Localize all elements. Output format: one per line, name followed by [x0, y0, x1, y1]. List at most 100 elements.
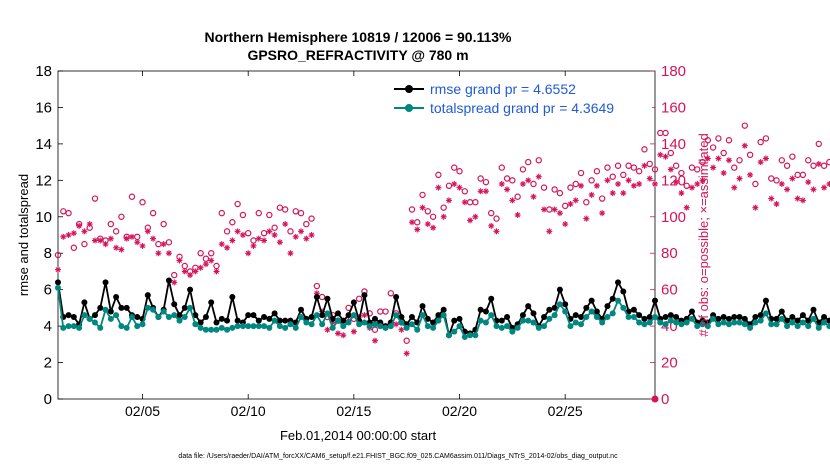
rmse-point — [720, 314, 727, 320]
asterisk-stroke — [826, 182, 830, 187]
obs-possible-point — [826, 158, 830, 166]
obs-assimilated-point — [435, 184, 442, 191]
asterisk-stroke — [187, 272, 193, 278]
totalspread-point — [472, 332, 479, 339]
obs-assimilated-point — [657, 151, 664, 158]
obs-possible-point — [456, 168, 463, 175]
obs-possible-point — [820, 162, 828, 169]
rmse-point — [673, 314, 680, 320]
obs-possible-point — [778, 157, 785, 164]
totalspread-point — [445, 332, 452, 339]
asterisk-stroke — [599, 210, 605, 216]
asterisk-stroke — [678, 190, 684, 196]
rmse-point — [641, 315, 648, 322]
obs-possible-point — [112, 228, 120, 235]
totalspread-point — [234, 323, 241, 330]
totalspread-point — [255, 323, 262, 330]
asterisk-stroke — [710, 165, 716, 171]
totalspread-point — [747, 324, 754, 331]
asterisk-stroke — [393, 321, 399, 327]
asterisk-stroke — [779, 181, 785, 187]
rmse-point — [773, 315, 780, 322]
obs-assimilated-point — [70, 230, 77, 237]
totalspread-point — [504, 323, 511, 330]
rmse-point — [588, 297, 595, 304]
totalspread-point — [593, 314, 600, 320]
data-file-footnote: data file: /Users/raeder/DAI/ATM_forcXX/… — [178, 453, 618, 460]
rmse-point — [324, 295, 331, 302]
asterisk-stroke — [435, 185, 441, 191]
obs-assimilated-point — [271, 232, 278, 238]
totalspread-point — [821, 319, 828, 326]
obs-assimilated-point — [641, 162, 648, 169]
asterisk-stroke — [673, 179, 679, 185]
totalspread-point — [599, 319, 606, 326]
totalspread-point — [704, 323, 711, 330]
rmse-point — [488, 295, 495, 302]
asterisk-stroke — [789, 176, 795, 182]
obs-assimilated-point — [535, 173, 542, 180]
rmse-point — [81, 299, 88, 306]
obs-assimilated-point — [282, 221, 289, 228]
asterisk-stroke — [134, 239, 140, 245]
obs-possible-point — [704, 137, 712, 144]
asterisk-stroke — [430, 225, 436, 231]
asterisk-stroke — [742, 143, 748, 149]
obs-assimilated-point — [144, 228, 151, 235]
obs-assimilated-point — [725, 157, 732, 164]
totalspread-point — [261, 323, 268, 330]
totalspread-point — [134, 323, 141, 330]
rmse-point — [667, 312, 674, 319]
totalspread-point — [641, 321, 648, 328]
totalspread-point — [70, 323, 77, 330]
rmse-point — [688, 308, 695, 315]
totalspread-point — [382, 324, 389, 331]
obs-possible-point — [271, 224, 278, 231]
asterisk-stroke — [641, 163, 647, 169]
totalspread-point — [91, 319, 98, 326]
obs-assimilated-point — [477, 188, 484, 195]
obs-assimilated-point — [81, 228, 88, 235]
obs-possible-point — [451, 164, 458, 171]
obs-possible-point — [160, 220, 167, 228]
rmse-point — [113, 293, 120, 300]
obs-assimilated-point — [398, 326, 405, 333]
rmse-point — [393, 293, 400, 300]
rmse-point — [65, 312, 72, 319]
obs-possible-point — [244, 229, 252, 237]
obs-assimilated-point — [91, 237, 98, 244]
obs-assimilated-point — [261, 237, 268, 244]
obs-possible-point — [408, 206, 416, 213]
obs-assimilated-point — [620, 190, 627, 197]
asterisk-stroke — [240, 232, 246, 238]
totalspread-point — [456, 323, 463, 330]
asterisk-stroke — [700, 177, 706, 183]
obs-assimilated-point — [514, 211, 521, 218]
rmse-point — [276, 317, 283, 324]
totalspread-point — [97, 324, 104, 331]
rmse-point — [646, 314, 653, 320]
asterisk-stroke — [129, 234, 135, 240]
asterisk-stroke — [118, 247, 124, 253]
obs-possible-point — [91, 195, 99, 202]
asterisk-stroke — [774, 201, 780, 207]
obs-assimilated-point — [134, 239, 141, 246]
obs-possible-point — [641, 146, 648, 153]
rmse-point — [255, 317, 262, 324]
totalspread-point — [181, 314, 188, 320]
left-tick-label: 0 — [44, 391, 52, 408]
asterisk-stroke — [816, 161, 822, 167]
totalspread-point — [271, 317, 278, 324]
obs-possible-point — [387, 290, 395, 297]
asterisk-stroke — [573, 197, 579, 203]
obs-assimilated-point — [350, 328, 357, 335]
obs-possible-point — [472, 198, 479, 206]
asterisk-stroke — [552, 206, 558, 212]
rmse-point — [371, 315, 378, 322]
obs-assimilated-point — [139, 242, 146, 249]
rmse-point — [55, 279, 61, 286]
rmse-point — [799, 312, 806, 319]
totalspread-point — [604, 314, 611, 320]
totalspread-point — [482, 319, 489, 326]
rmse-point — [340, 317, 347, 324]
